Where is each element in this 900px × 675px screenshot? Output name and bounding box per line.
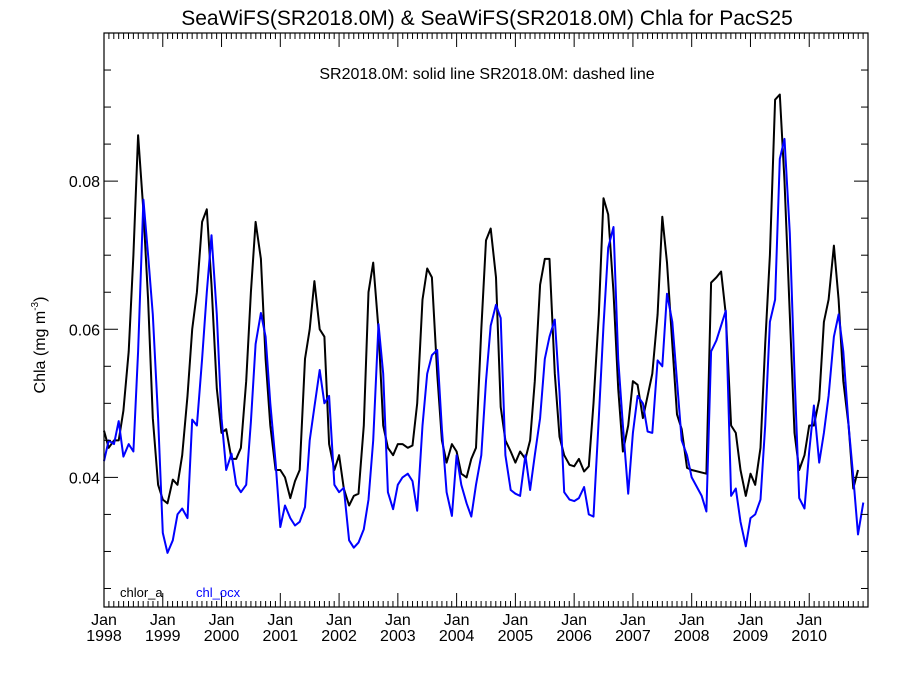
axis-ticks	[103, 33, 868, 607]
x-tick-label-month: Jan	[444, 612, 470, 629]
y-axis-label-tail: )	[32, 297, 49, 302]
x-tick-label-month: Jan	[561, 612, 587, 629]
y-tick-label: 0.06	[69, 322, 100, 339]
x-tick-label-year: 2009	[733, 628, 769, 645]
x-tick-label-month: Jan	[326, 612, 352, 629]
x-tick-label-month: Jan	[796, 612, 822, 629]
y-tick-label: 0.08	[69, 174, 100, 191]
x-tick-label-year: 2010	[791, 628, 827, 645]
x-tick-label-month: Jan	[679, 612, 705, 629]
x-tick-label-year: 2006	[556, 628, 592, 645]
x-tick-label-month: Jan	[209, 612, 235, 629]
x-tick-label-year: 1999	[145, 628, 181, 645]
x-tick-label-year: 2004	[439, 628, 475, 645]
y-axis-label-main: Chla (mg m	[32, 311, 49, 394]
x-tick-label-year: 2005	[498, 628, 534, 645]
legend-entry-chl-ocx: chl_ocx	[196, 585, 241, 600]
x-tick-label-year: 2003	[380, 628, 416, 645]
chart-title: SeaWiFS(SR2018.0M) & SeaWiFS(SR2018.0M) …	[181, 7, 793, 30]
series-line-chlor-a	[103, 93, 859, 507]
chart-subtitle: SR2018.0M: solid line SR2018.0M: dashed …	[319, 66, 654, 83]
x-tick-label-year: 2002	[321, 628, 357, 645]
y-axis-label: Chla (mg m-3)	[30, 297, 49, 394]
x-tick-label-month: Jan	[738, 612, 764, 629]
plot-frame	[103, 32, 869, 608]
y-tick-label: 0.04	[69, 470, 100, 487]
x-tick-label-year: 1998	[86, 628, 122, 645]
x-tick-label-month: Jan	[385, 612, 411, 629]
x-tick-label-year: 2007	[615, 628, 651, 645]
x-tick-label-month: Jan	[91, 612, 117, 629]
x-tick-label-month: Jan	[267, 612, 293, 629]
x-tick-label-month: Jan	[150, 612, 176, 629]
x-tick-label-year: 2001	[263, 628, 299, 645]
plot-content	[103, 93, 865, 554]
x-tick-label-year: 2000	[204, 628, 240, 645]
legend-entry-chlor-a: chlor_a	[120, 585, 163, 600]
x-tick-label-month: Jan	[502, 612, 528, 629]
x-tick-label-year: 2008	[674, 628, 710, 645]
axis-tick-labels: 0.040.060.08Jan1998Jan1999Jan2000Jan2001…	[69, 174, 827, 645]
x-tick-label-month: Jan	[620, 612, 646, 629]
series-line-chl-ocx	[103, 137, 865, 554]
y-axis-label-superscript: -3	[30, 301, 41, 310]
